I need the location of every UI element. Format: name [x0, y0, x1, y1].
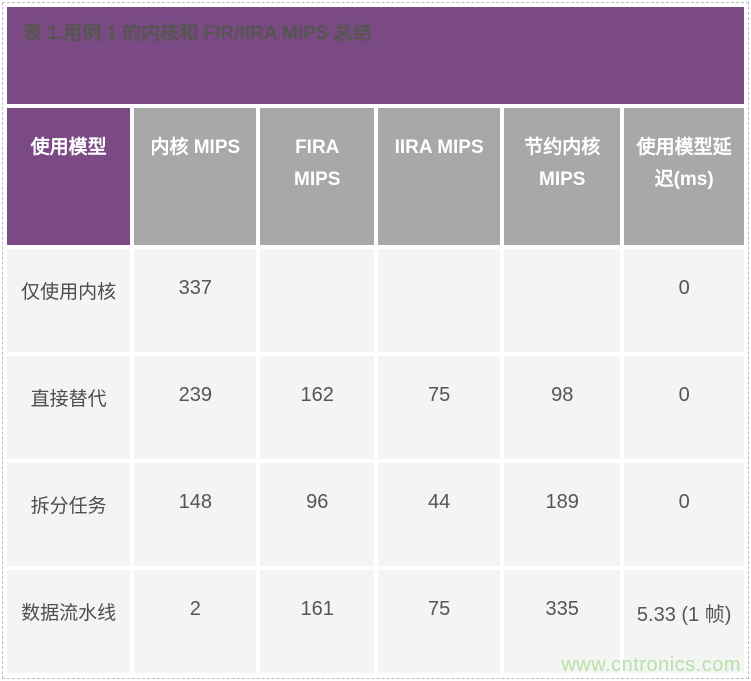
- col-header-fira-mips: FIRA MIPS: [260, 108, 375, 245]
- table-cell: 75: [378, 356, 501, 459]
- table-cell: [260, 249, 375, 352]
- table-cell: 239: [134, 356, 257, 459]
- table-cell: 44: [378, 463, 501, 566]
- table-cell: 148: [134, 463, 257, 566]
- col-header-label: IIRA MIPS: [394, 137, 484, 158]
- row-label: 拆分任务: [7, 463, 131, 566]
- table-cell: 162: [260, 356, 375, 459]
- col-header-saved-core-mips: 节约内核 MIPS: [504, 108, 621, 245]
- col-header-label: FIRA MIPS: [294, 137, 341, 191]
- row-label: 仅使用内核: [7, 249, 131, 352]
- col-header-usage-model-delay: 使用模型延迟(ms): [624, 108, 744, 245]
- row-label: 直接替代: [7, 356, 131, 459]
- table-cell: 337: [134, 249, 257, 352]
- col-header-label: 节约内核 MIPS: [524, 137, 601, 191]
- col-header-usage-model: 使用模型: [7, 108, 131, 245]
- data-table: 使用模型 内核 MIPS FIRA MIPS IIRA MIPS 节约内核 MI…: [7, 108, 744, 673]
- table-cell: 335: [504, 570, 621, 673]
- table-title: 表 1.用例 1 的内核和 FIR/IIRA MIPS 总结: [23, 23, 372, 44]
- table-cell: 98: [504, 356, 621, 459]
- table-cell: 189: [504, 463, 621, 566]
- col-header-label: 内核 MIPS: [150, 137, 241, 158]
- col-header-core-mips: 内核 MIPS: [134, 108, 257, 245]
- col-header-label: 使用模型: [30, 137, 107, 158]
- table-cell: 0: [624, 356, 744, 459]
- col-header-iira-mips: IIRA MIPS: [378, 108, 501, 245]
- row-label: 数据流水线: [7, 570, 131, 673]
- table-cell: 75: [378, 570, 501, 673]
- table-cell: 96: [260, 463, 375, 566]
- table-cell: 0: [624, 249, 744, 352]
- watermark-text: www.cntronics.com: [561, 654, 741, 676]
- table-cell: 5.33 (1 帧): [624, 570, 744, 673]
- table-cell: 161: [260, 570, 375, 673]
- table-title-banner: 表 1.用例 1 的内核和 FIR/IIRA MIPS 总结: [7, 7, 744, 104]
- table-cell: 0: [624, 463, 744, 566]
- table-cell: [378, 249, 501, 352]
- table-cell: 2: [134, 570, 257, 673]
- col-header-label: 使用模型延迟(ms): [636, 137, 732, 191]
- table-cell: [504, 249, 621, 352]
